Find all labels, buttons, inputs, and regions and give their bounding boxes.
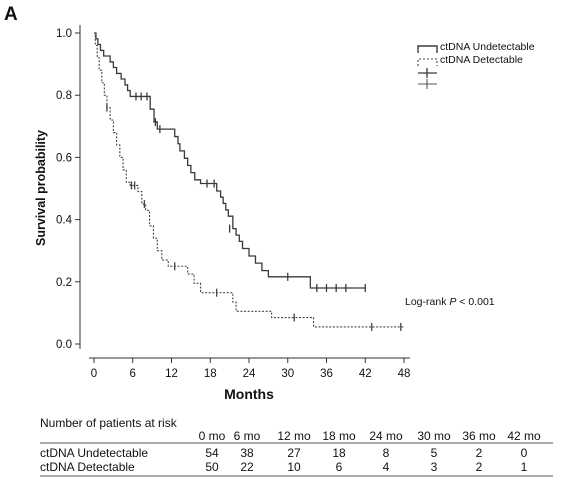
series-layer xyxy=(94,32,404,331)
legend-swatch-detectable xyxy=(417,58,438,66)
risk-table-header: 0 mo xyxy=(199,429,226,443)
risk-table-title: Number of patients at risk xyxy=(40,416,178,430)
x-tick-label: 42 xyxy=(359,368,372,380)
axes: 0.0 0.2 0.4 0.6 0.8 1.0 0 6 12 18 24 30 36 42 48 xyxy=(56,25,410,380)
risk-table-cell: 50 xyxy=(205,460,219,474)
risk-table-header: 6 mo xyxy=(234,429,261,443)
x-tick-label: 30 xyxy=(281,368,294,380)
risk-table-header: 30 mo xyxy=(417,429,451,443)
risk-table-header: 18 mo xyxy=(322,429,356,443)
risk-table-header: 36 mo xyxy=(462,429,496,443)
risk-table-cell: 5 xyxy=(431,446,438,460)
risk-table-cell: 8 xyxy=(383,446,390,460)
x-tick-label: 24 xyxy=(243,368,256,380)
risk-table-header: 12 mo xyxy=(277,429,311,443)
risk-table-cell: 54 xyxy=(205,446,219,460)
risk-row-label-detectable: ctDNA Detectable xyxy=(40,460,135,474)
legend-label-detectable: ctDNA Detectable xyxy=(440,54,523,66)
risk-table-header: 24 mo xyxy=(369,429,403,443)
y-tick-label: 0.0 xyxy=(56,339,72,351)
x-tick-label: 18 xyxy=(204,368,217,380)
risk-table-cell: 0 xyxy=(521,446,528,460)
risk-table-cell: 27 xyxy=(287,446,301,460)
x-tick-label: 6 xyxy=(130,368,136,380)
x-tick-label: 36 xyxy=(320,368,333,380)
risk-table: Number of patients at risk ctDNA Undetec… xyxy=(40,416,553,477)
y-tick-label: 0.4 xyxy=(56,215,73,227)
y-tick-label: 0.6 xyxy=(56,152,72,164)
y-axis-label: Survival probability xyxy=(34,130,48,246)
x-tick-label: 48 xyxy=(398,368,411,380)
risk-table-cell: 22 xyxy=(240,460,254,474)
legend-censor-mark-undetectable xyxy=(418,68,437,78)
panel-letter: A xyxy=(4,4,18,25)
risk-table-cell: 2 xyxy=(476,460,483,474)
survival-curve-undetectable xyxy=(94,32,366,289)
risk-table-header: 42 mo xyxy=(507,429,541,443)
legend-censor-mark-detectable xyxy=(418,79,437,89)
risk-table-cell: 3 xyxy=(431,460,438,474)
risk-table-cell: 18 xyxy=(332,446,346,460)
risk-table-values: 54 38 27 18 8 5 2 0 50 22 10 6 4 3 2 1 xyxy=(205,446,527,474)
risk-table-cell: 2 xyxy=(476,446,483,460)
legend: ctDNA Undetectable ctDNA Detectable xyxy=(417,41,535,89)
risk-row-label-undetectable: ctDNA Undetectable xyxy=(40,446,148,460)
risk-table-cell: 4 xyxy=(383,460,390,474)
survival-curve-detectable xyxy=(94,32,404,328)
legend-label-undetectable: ctDNA Undetectable xyxy=(440,41,535,53)
risk-table-cell: 38 xyxy=(240,446,254,460)
y-tick-label: 0.8 xyxy=(56,90,72,102)
x-tick-label: 0 xyxy=(91,368,97,380)
legend-swatch-undetectable xyxy=(417,45,438,53)
x-axis-label: Months xyxy=(224,386,274,402)
risk-table-cell: 6 xyxy=(336,460,343,474)
x-tick-label: 12 xyxy=(165,368,178,380)
y-tick-label: 1.0 xyxy=(56,28,72,40)
log-rank-annotation: Log-rank P < 0.001 xyxy=(405,296,495,308)
risk-table-cell: 10 xyxy=(287,460,301,474)
risk-table-cell: 1 xyxy=(521,460,528,474)
y-tick-label: 0.2 xyxy=(56,277,72,289)
